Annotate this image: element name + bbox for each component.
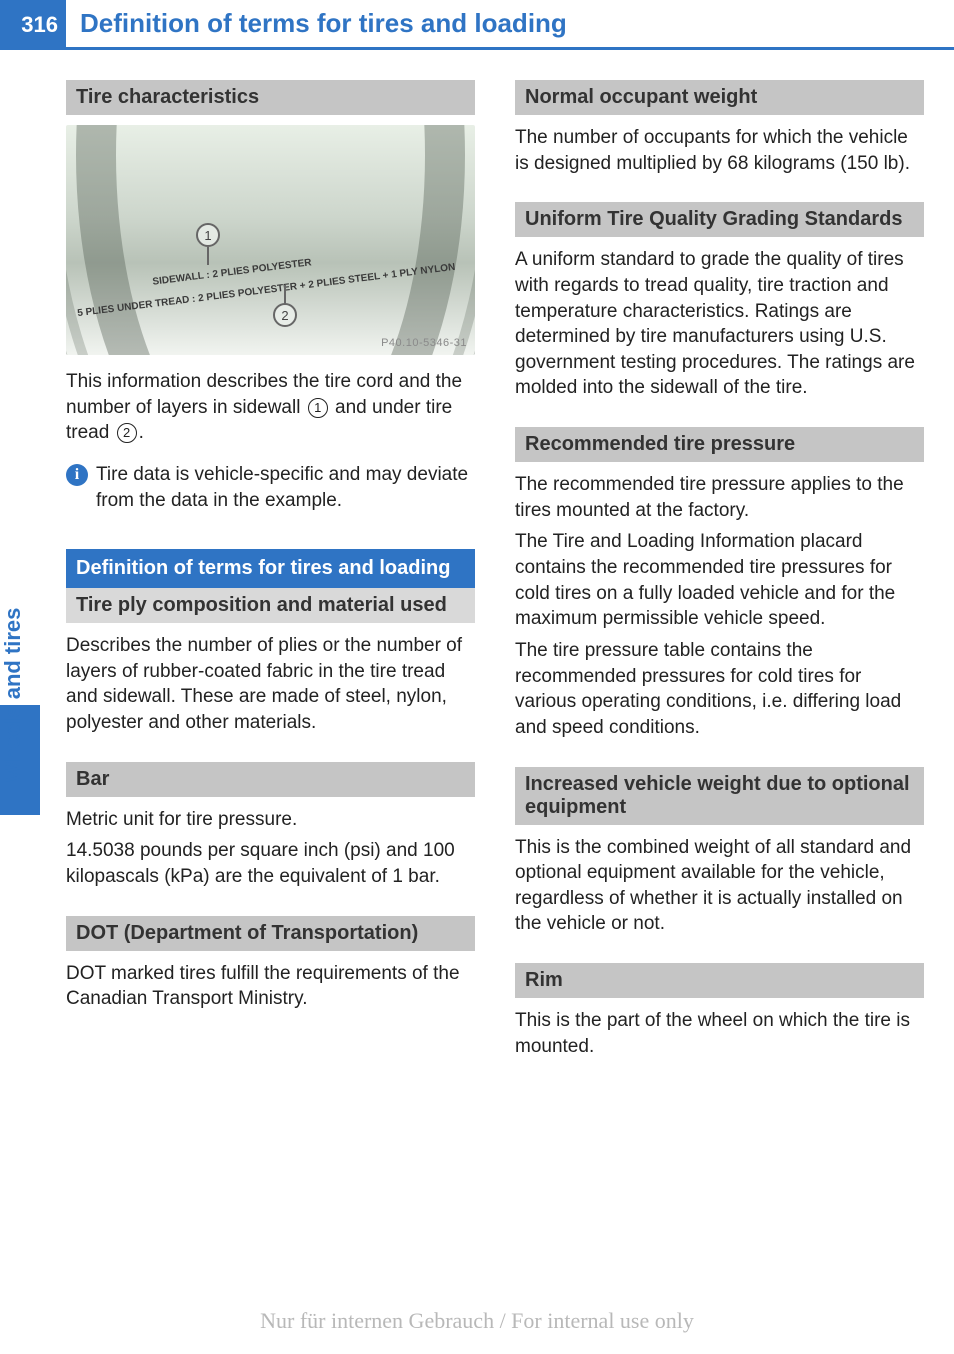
info-icon: i (66, 464, 88, 486)
watermark: Nur für internen Gebrauch / For internal… (0, 1308, 954, 1334)
heading-tire-characteristics: Tire characteristics (66, 80, 475, 115)
rec-body-3: The tire pressure table contains the rec… (515, 638, 924, 741)
figure-callout-2: 2 (273, 303, 297, 327)
right-column: Normal occupant weight The number of occ… (515, 80, 924, 1065)
rec-body-2: The Tire and Loading Information placard… (515, 529, 924, 632)
info-note-row: i Tire data is vehicle-specific and may … (66, 462, 475, 519)
heading-normal-weight: Normal occupant weight (515, 80, 924, 115)
rec-body-1: The recommended tire pressure applies to… (515, 472, 924, 523)
circled-2: 2 (117, 423, 137, 443)
tire-rings (66, 125, 475, 355)
info-note-text: Tire data is vehicle-specific and may de… (96, 462, 475, 513)
figure-callout-1: 1 (196, 223, 220, 247)
page-header: 316 Definition of terms for tires and lo… (0, 0, 954, 50)
page-title: Definition of terms for tires and loadin… (66, 0, 954, 50)
dot-body: DOT marked tires fulfill the requirement… (66, 961, 475, 1012)
heading-rim: Rim (515, 963, 924, 998)
heading-bar: Bar (66, 762, 475, 797)
bar-body-1: Metric unit for tire pressure. (66, 807, 475, 833)
rim-body: This is the part of the wheel on which t… (515, 1008, 924, 1059)
tire-figure: 1 SIDEWALL : 2 PLIES POLYESTER 5 PLIES U… (66, 125, 475, 355)
heading-main-section: Definition of terms for tires and loadin… (66, 549, 475, 588)
circled-1: 1 (308, 398, 328, 418)
tire-char-body: This information describes the tire cord… (66, 369, 475, 446)
heading-increased-weight: Increased vehicle weight due to optional… (515, 767, 924, 825)
ply-body: Describes the number of plies or the num… (66, 633, 475, 736)
side-tab: Wheels and tires (0, 545, 40, 815)
heading-dot: DOT (Department of Transportation) (66, 916, 475, 951)
inc-body: This is the combined weight of all stand… (515, 835, 924, 938)
side-tab-label: Wheels and tires (0, 595, 40, 795)
bar-body-2: 14.5038 pounds per square inch (psi) and… (66, 838, 475, 889)
heading-rec-pressure: Recommended tire pressure (515, 427, 924, 462)
heading-ply: Tire ply composition and material used (66, 588, 475, 623)
tire-char-body-post: . (139, 422, 144, 443)
figure-callout-1-line (207, 247, 209, 265)
heading-utqg: Uniform Tire Quality Grading Standards (515, 202, 924, 237)
content-area: Tire characteristics 1 SIDEWALL : 2 PLIE… (66, 80, 924, 1065)
page-number: 316 (0, 0, 66, 50)
utqg-body: A uniform standard to grade the quality … (515, 247, 924, 401)
normal-body: The number of occupants for which the ve… (515, 125, 924, 176)
left-column: Tire characteristics 1 SIDEWALL : 2 PLIE… (66, 80, 475, 1065)
figure-callout-2-line (284, 285, 286, 305)
figure-code: P40.10-5346-31 (381, 337, 467, 349)
